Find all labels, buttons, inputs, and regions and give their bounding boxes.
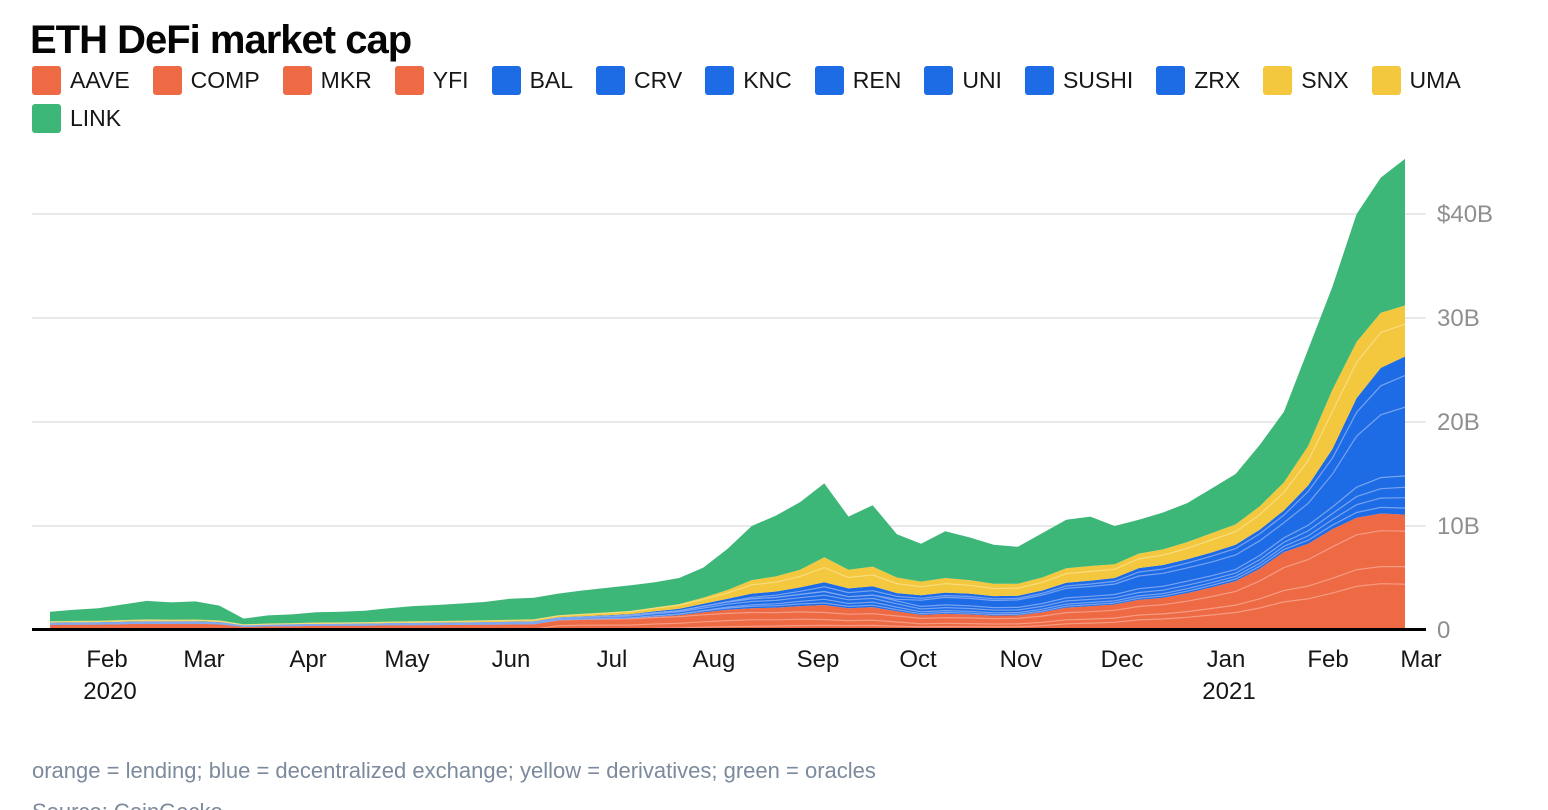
y-tick-label: 20B	[1437, 409, 1480, 436]
legend-item-link: LINK	[32, 104, 121, 133]
x-tick-label: Mar	[1400, 646, 1441, 673]
x-tick-label: Oct	[899, 646, 937, 673]
legend: AAVE COMP MKR YFI BAL CRV KNC REN UNI SUSHI ZRX SNX…	[32, 66, 1492, 133]
x-tick-label: Jan	[1207, 646, 1246, 673]
orange-swatch-icon	[394, 66, 424, 95]
legend-item-mkr: MKR	[282, 66, 372, 95]
legend-item-snx: SNX	[1263, 66, 1349, 95]
orange-swatch-icon	[152, 66, 182, 95]
x-tick-year-label: 2020	[83, 678, 136, 705]
x-tick-label: Apr	[289, 646, 326, 673]
blue-swatch-icon	[1024, 66, 1054, 95]
area-band-aave	[50, 583, 1405, 630]
y-tick-label: 30B	[1437, 305, 1480, 332]
legend-label: CRV	[634, 67, 683, 93]
legend-item-comp: COMP	[152, 66, 260, 95]
x-tick-year-label: 2021	[1202, 678, 1255, 705]
legend-label: BAL	[529, 67, 574, 93]
blue-swatch-icon	[705, 66, 735, 95]
green-swatch-icon	[32, 104, 61, 133]
x-tick-label: Jun	[492, 646, 531, 673]
y-tick-label: 10B	[1437, 513, 1480, 540]
legend-label: ZRX	[1194, 67, 1241, 93]
color-key-footnote: orange = lending; blue = decentralized e…	[32, 758, 876, 783]
series-divider-snx	[49, 323, 1406, 626]
legend-item-zrx: ZRX	[1156, 66, 1240, 95]
orange-swatch-icon	[32, 66, 61, 95]
x-tick-label: Dec	[1101, 646, 1144, 673]
legend-item-aave: AAVE	[32, 66, 130, 95]
legend-label: YFI	[432, 67, 469, 93]
legend-item-knc: KNC	[705, 66, 792, 95]
legend-label: MKR	[320, 67, 372, 93]
legend-label: UMA	[1409, 67, 1461, 93]
blue-swatch-icon	[814, 66, 844, 95]
yellow-swatch-icon	[1263, 66, 1293, 95]
blue-swatch-icon	[596, 66, 626, 95]
orange-swatch-icon	[282, 66, 312, 95]
x-tick-label: May	[384, 646, 429, 673]
blue-swatch-icon	[491, 66, 521, 95]
legend-label: REN	[852, 67, 902, 93]
legend-label: AAVE	[70, 67, 130, 93]
series-divider-sushi	[49, 374, 1406, 627]
legend-item-bal: BAL	[491, 66, 574, 95]
x-tick-label: Sep	[797, 646, 840, 673]
x-tick-label: Feb	[1307, 646, 1348, 673]
x-tick-label: Feb	[86, 646, 127, 673]
x-tick-label: Mar	[183, 646, 224, 673]
source-attribution: Source: CoinGecko	[32, 799, 223, 810]
yellow-swatch-icon	[1371, 66, 1401, 95]
blue-swatch-icon	[1156, 66, 1186, 95]
blue-swatch-icon	[924, 66, 954, 95]
legend-item-yfi: YFI	[394, 66, 469, 95]
y-tick-label: $40B	[1437, 201, 1493, 228]
legend-row: LINK	[32, 104, 1492, 133]
legend-label: UNI	[962, 67, 1002, 93]
legend-label: COMP	[190, 67, 260, 93]
legend-label: SUSHI	[1062, 67, 1134, 93]
legend-item-uma: UMA	[1371, 66, 1461, 95]
page-title: ETH DeFi market cap	[30, 17, 412, 62]
legend-item-uni: UNI	[924, 66, 1002, 95]
legend-item-crv: CRV	[596, 66, 682, 95]
x-tick-label: Aug	[693, 646, 736, 673]
legend-label: KNC	[743, 67, 792, 93]
x-tick-label: Nov	[1000, 646, 1043, 673]
y-tick-label: 0	[1437, 617, 1450, 644]
legend-row: AAVE COMP MKR YFI BAL CRV KNC REN UNI SUSHI ZRX SNX…	[32, 66, 1492, 95]
legend-label: SNX	[1301, 67, 1349, 93]
legend-item-ren: REN	[814, 66, 902, 95]
x-tick-label: Jul	[597, 646, 628, 673]
legend-item-sushi: SUSHI	[1024, 66, 1134, 95]
legend-label: LINK	[70, 105, 122, 131]
